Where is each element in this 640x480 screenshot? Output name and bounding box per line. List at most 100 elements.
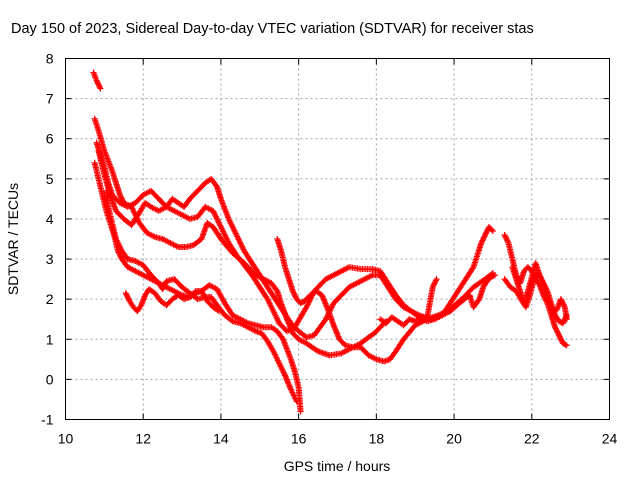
data-point-marker: [540, 280, 547, 287]
data-point-marker: [537, 273, 544, 280]
data-point-marker: [429, 284, 436, 291]
data-point-marker: [559, 300, 566, 307]
data-point-marker: [124, 292, 131, 299]
data-point-marker: [559, 320, 566, 327]
data-point-marker: [484, 227, 491, 234]
data-point-marker: [480, 234, 487, 241]
x-tick-label: 22: [524, 431, 540, 447]
x-tick-label: 24: [602, 431, 618, 447]
data-point-marker: [543, 285, 550, 292]
data-point-marker: [557, 336, 564, 343]
x-tick-label: 18: [369, 431, 385, 447]
data-point-marker: [481, 233, 488, 240]
data-point-marker: [431, 281, 437, 288]
data-point-marker: [117, 193, 124, 200]
data-point-marker: [563, 313, 570, 320]
data-point-marker: [433, 276, 440, 283]
y-tick-label: 5: [46, 171, 54, 187]
data-point-marker: [291, 290, 298, 297]
data-point-marker: [289, 288, 296, 295]
y-tick-label: -1: [41, 412, 54, 428]
data-point-marker: [539, 278, 546, 285]
x-tick-label: 14: [213, 431, 229, 447]
series-track-11: [501, 270, 570, 323]
y-tick-label: 2: [46, 291, 54, 307]
data-point-marker: [480, 236, 487, 242]
data-point-marker: [116, 191, 123, 198]
data-point-marker: [555, 330, 562, 337]
data-point-marker: [432, 277, 439, 284]
data-point-marker: [503, 236, 510, 242]
data-point-marker: [160, 284, 167, 291]
y-tick-label: 6: [46, 131, 54, 147]
data-point-marker: [162, 280, 169, 287]
data-point-marker: [93, 77, 100, 84]
data-point-marker: [554, 328, 561, 335]
series-track-12: [509, 260, 570, 327]
data-point-marker: [290, 289, 297, 296]
chart-title: Day 150 of 2023, Sidereal Day-to-day VTE…: [11, 21, 534, 37]
data-point-marker: [469, 265, 476, 272]
data-point-marker: [430, 282, 437, 289]
data-point-marker: [97, 85, 104, 92]
data-point-marker: [479, 237, 486, 244]
y-axis-label: SDTVAR / TECUs: [5, 183, 21, 295]
data-point-marker: [123, 291, 130, 298]
data-point-marker: [562, 314, 569, 321]
data-point-marker: [122, 290, 129, 297]
data-point-marker: [292, 293, 299, 300]
data-point-marker: [552, 324, 559, 331]
data-point-marker: [541, 281, 548, 288]
y-tick-label: 1: [46, 331, 54, 347]
data-point-marker: [561, 316, 568, 323]
data-point-marker: [561, 317, 568, 324]
data-point-marker: [489, 227, 496, 234]
data-point-marker: [563, 342, 570, 349]
data-point-marker: [483, 229, 490, 236]
data-point-marker: [96, 82, 103, 89]
data-point-marker: [563, 312, 570, 319]
y-tick-label: 7: [46, 91, 54, 107]
data-point-marker: [124, 294, 131, 301]
data-point-marker: [94, 80, 101, 87]
y-tick-label: 8: [46, 51, 54, 67]
series-track-2: [91, 115, 496, 365]
data-point-marker: [504, 238, 511, 245]
data-point-marker: [502, 233, 509, 240]
x-tick-label: 20: [446, 431, 462, 447]
data-point-marker: [556, 333, 563, 340]
data-point-marker: [538, 276, 545, 283]
x-axis-label: GPS time / hours: [284, 458, 391, 474]
data-point-marker: [501, 231, 508, 238]
data-point-marker: [293, 398, 300, 405]
data-point-marker: [557, 334, 564, 341]
x-tick-label: 16: [291, 431, 307, 447]
y-tick-label: 4: [46, 211, 54, 227]
data-point-marker: [482, 231, 489, 238]
grid-lines: [65, 58, 610, 420]
data-point-marker: [558, 337, 565, 344]
data-point-marker: [561, 302, 568, 309]
series-track-9: [377, 276, 440, 329]
data-series: [90, 69, 570, 415]
series-track-4: [95, 147, 498, 341]
data-point-marker: [552, 325, 559, 332]
data-point-marker: [562, 341, 569, 348]
data-point-marker: [94, 78, 101, 85]
data-point-marker: [191, 289, 198, 296]
data-point-marker: [118, 194, 125, 201]
data-point-marker: [215, 308, 222, 315]
data-point-marker: [560, 318, 567, 325]
data-point-marker: [117, 253, 124, 260]
data-point-marker: [482, 230, 489, 237]
data-point-marker: [159, 286, 166, 293]
data-point-marker: [542, 284, 549, 291]
data-point-marker: [558, 297, 565, 304]
data-point-marker: [160, 283, 167, 290]
data-point-marker: [96, 84, 103, 91]
data-point-marker: [291, 292, 298, 299]
data-point-marker: [559, 298, 566, 305]
series-track-7: [122, 286, 222, 315]
